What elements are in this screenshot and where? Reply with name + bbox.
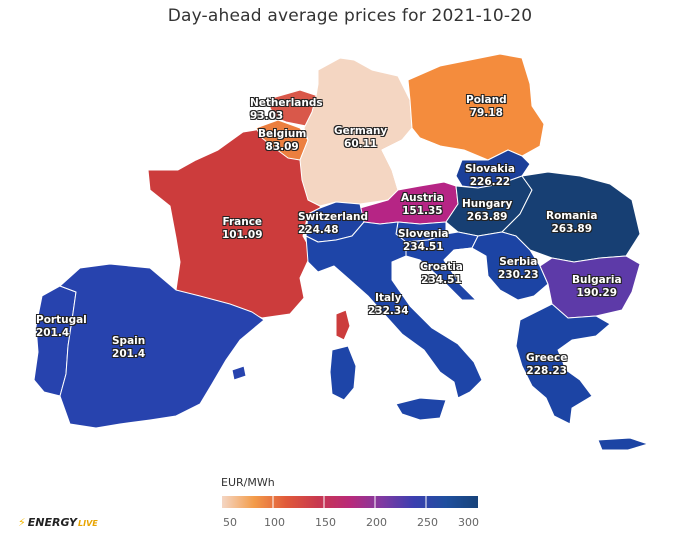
- legend-color-bar: [222, 496, 478, 508]
- country-greece[interactable]: [515, 303, 611, 425]
- country-italy-sicily[interactable]: [395, 397, 447, 421]
- country-france-corsica[interactable]: [335, 309, 351, 341]
- country-germany[interactable]: [299, 57, 413, 207]
- country-italy[interactable]: [305, 221, 483, 399]
- country-spain-balearic[interactable]: [231, 365, 247, 381]
- country-bulgaria[interactable]: [539, 255, 641, 319]
- legend-unit: EUR/MWh: [221, 476, 275, 489]
- legend-gradient: [222, 496, 478, 508]
- legend-tick-300: 300: [458, 516, 479, 529]
- energylive-logo: ⚡ ENERGYLIVE: [18, 516, 98, 529]
- country-poland[interactable]: [407, 53, 545, 161]
- legend-tick-150: 150: [315, 516, 336, 529]
- country-greece-crete[interactable]: [597, 437, 649, 451]
- legend-tick-200: 200: [366, 516, 387, 529]
- legend-tick-250: 250: [417, 516, 438, 529]
- bolt-icon: ⚡: [18, 516, 26, 529]
- legend-tick-100: 100: [264, 516, 285, 529]
- legend-tick-50: 50: [223, 516, 237, 529]
- logo-suffix: LIVE: [78, 519, 98, 528]
- country-serbia[interactable]: [471, 231, 549, 301]
- country-spain[interactable]: [59, 263, 265, 429]
- map-title: Day-ahead average prices for 2021-10-20: [167, 6, 533, 26]
- country-italy-sardinia[interactable]: [329, 345, 357, 401]
- logo-name: ENERGY: [27, 516, 77, 529]
